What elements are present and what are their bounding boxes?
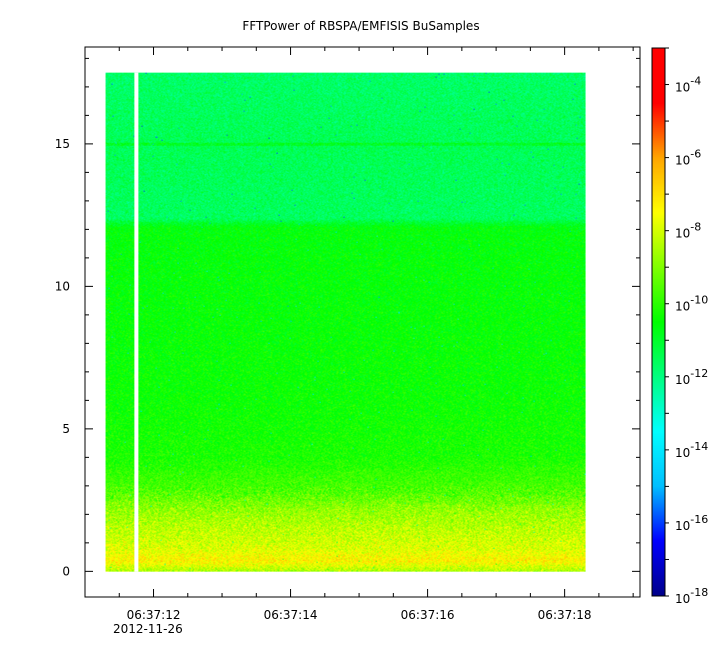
x-date-label: 2012-11-26 [113,622,183,636]
x-tick-label: 06:37:12 [127,608,181,622]
x-tick-label: 06:37:16 [401,608,455,622]
chart-title: FFTPower of RBSPA/EMFISIS BuSamples [242,19,479,33]
colorbar-axis: 10-4 10-6 10-8 10-10 10-12 10-14 10-16 10-18 [665,47,708,606]
y-tick-label: 0 [62,564,70,578]
y-tick-label: 5 [62,422,70,436]
x-tick-label: 06:37:14 [264,608,318,622]
spectrogram-image [105,72,586,572]
x-tick-label: 06:37:18 [538,608,592,622]
colorbar [652,48,665,596]
colorbar-tick-label: 10-6 [675,148,701,168]
y-axis: 0 5 10 15 [55,57,640,578]
data-gap [134,72,139,572]
colorbar-tick-label: 10-8 [675,221,701,241]
colorbar-tick-label: 10-12 [675,367,708,387]
colorbar-tick-label: 10-10 [675,294,708,314]
y-tick-label: 15 [55,137,70,151]
colorbar-tick-label: 10-14 [675,440,708,460]
colorbar-tick-label: 10-18 [675,586,708,606]
colorbar-tick-label: 10-4 [675,75,701,95]
y-tick-label: 10 [55,279,70,293]
x-axis: 06:37:12 06:37:14 06:37:16 06:37:18 [84,47,634,622]
colorbar-frame [651,47,666,597]
colorbar-tick-label: 10-16 [675,513,708,533]
